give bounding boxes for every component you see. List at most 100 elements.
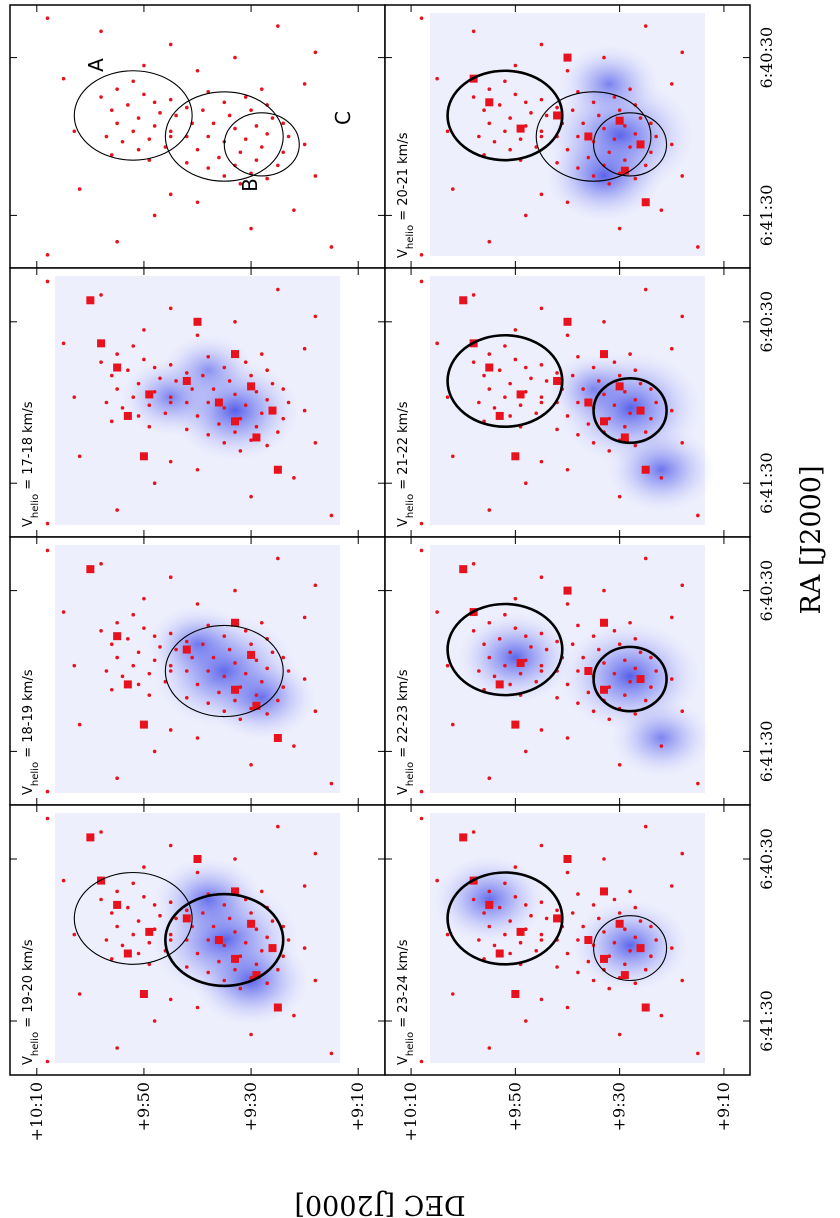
star-point <box>77 722 82 727</box>
star-point <box>152 927 157 931</box>
star-point <box>539 363 544 367</box>
star-point <box>270 919 275 923</box>
star-point <box>104 938 109 942</box>
star-point <box>195 602 200 606</box>
star-point <box>254 424 259 429</box>
star-point <box>419 816 424 821</box>
velocity-member-square <box>641 198 650 207</box>
star-point <box>628 352 632 356</box>
star-point <box>126 637 130 641</box>
star-point <box>126 905 130 910</box>
star-point <box>136 414 141 418</box>
ra-tick-label: 6:41:30 <box>757 185 776 247</box>
gas-emission <box>207 655 316 740</box>
star-point <box>142 865 146 869</box>
star-point <box>190 387 194 391</box>
ra-tick-label: 6:41:30 <box>757 452 776 514</box>
ra-tick-label: 6:41:30 <box>757 990 776 1052</box>
velocity-member-square <box>231 618 239 627</box>
star-point <box>302 615 307 620</box>
star-point <box>617 108 622 112</box>
velocity-member-square <box>273 465 282 474</box>
star-point <box>104 669 109 673</box>
velocity-member-square <box>600 887 608 896</box>
star-point <box>576 892 580 896</box>
star-point <box>581 121 585 126</box>
star-point <box>136 116 141 120</box>
star-point <box>227 647 232 652</box>
region-c-ellipse <box>593 112 668 177</box>
star-point <box>313 978 318 983</box>
velocity-member-square <box>615 382 624 391</box>
ra-tick-label: 6:40:30 <box>757 560 776 622</box>
star-point <box>649 416 653 421</box>
star-point <box>313 314 318 319</box>
star-point <box>539 400 544 405</box>
star-point <box>174 647 178 652</box>
star-point <box>243 137 248 141</box>
star-point <box>211 121 216 126</box>
star-point <box>435 76 439 81</box>
star-point <box>669 615 674 620</box>
star-point <box>633 103 638 107</box>
star-point <box>591 100 596 105</box>
star-point <box>292 1013 296 1018</box>
star-point <box>104 134 109 139</box>
star-point <box>147 940 152 945</box>
star-point <box>628 87 632 91</box>
velocity-member-square <box>516 124 525 133</box>
velocity-member-square <box>231 417 239 426</box>
star-point <box>539 900 544 904</box>
star-point <box>581 924 585 929</box>
star-point <box>158 913 162 918</box>
velocity-member-square <box>252 971 261 980</box>
velocity-member-square <box>459 833 468 842</box>
star-point <box>313 50 318 55</box>
star-point <box>680 709 685 713</box>
star-point <box>617 642 622 646</box>
star-point <box>539 306 544 311</box>
velocity-member-square <box>584 398 593 407</box>
star-point <box>638 650 643 655</box>
star-point <box>168 631 173 636</box>
star-point <box>120 943 125 948</box>
star-point <box>508 919 512 923</box>
star-point <box>276 430 280 434</box>
star-point <box>419 789 424 794</box>
star-point <box>115 508 119 512</box>
star-point <box>302 946 307 950</box>
dec-tick-label: +9:30 <box>610 1082 629 1131</box>
gas-emission <box>433 855 546 944</box>
star-point <box>513 626 518 630</box>
dec-tick-label: +10:10 <box>27 1082 46 1142</box>
star-point <box>623 158 627 162</box>
velocity-member-square <box>247 919 256 928</box>
star-point <box>576 938 580 942</box>
star-point <box>136 147 141 152</box>
star-point <box>329 781 334 786</box>
gas-emission <box>572 900 689 991</box>
star-point <box>243 940 248 945</box>
y-axis-title: DEC [J2000] <box>294 1189 465 1218</box>
star-point <box>633 981 638 985</box>
panel-5: Vhelio = 20-21 km/s <box>384 4 751 269</box>
star-point <box>104 400 109 405</box>
star-point <box>254 124 259 128</box>
star-point <box>222 709 227 713</box>
velocity-member-square <box>600 954 608 963</box>
star-point <box>576 134 580 139</box>
star-point <box>565 951 570 956</box>
star-point <box>115 776 119 780</box>
star-point <box>633 905 638 910</box>
gas-emission <box>147 605 248 683</box>
velocity-member-square <box>511 720 520 729</box>
star-point <box>544 916 549 921</box>
star-point <box>217 422 221 426</box>
star-point <box>168 395 173 399</box>
star-point <box>565 602 570 606</box>
star-point <box>77 187 82 191</box>
region-a-ellipse <box>73 871 193 965</box>
star-point <box>131 932 136 937</box>
ra-tick-label: 6:41:30 <box>757 721 776 783</box>
panel-velocity-label: Vhelio = 21-22 km/s <box>396 401 416 527</box>
